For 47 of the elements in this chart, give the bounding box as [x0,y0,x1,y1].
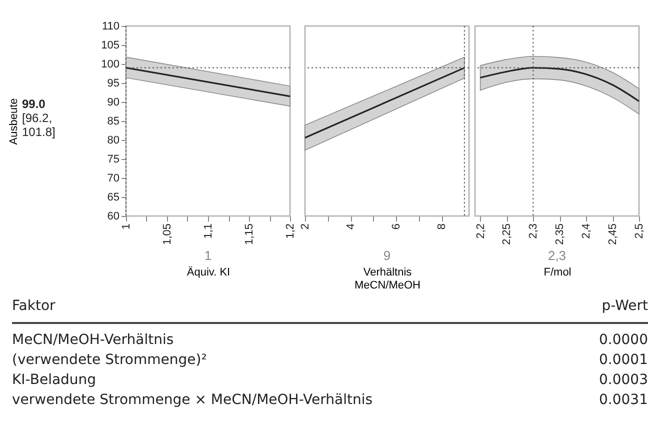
text: 2,3 [548,248,566,263]
y-tick-label: 85 [107,116,120,128]
x-tick-label: 2,25 [501,224,514,245]
text: 0.0003 [599,371,648,390]
text: 1 [204,248,212,263]
y-tick-label: 70 [107,172,120,184]
x-tick-label: 6 [390,224,403,230]
x-tick-label: 2 [300,224,312,230]
text: 9 [383,248,391,263]
text: 0.0000 [599,331,648,350]
x-tick-label: 1,1 [202,224,214,239]
y-tick-label: 95 [107,78,120,90]
x-tick-label: 1,2 [284,224,296,239]
x-axis-title: Äquiv. KI [186,266,230,278]
x-tick-label: 1 [120,224,132,230]
x-tick-label: 2,35 [554,224,566,245]
text: (verwendete Strommenge)² [12,351,207,370]
y-tick-label: 75 [107,154,120,166]
text: KI-Beladung [12,371,96,390]
y-axis-title: Ausbeute [8,98,20,145]
y-tick-label: 90 [107,96,120,108]
text: 101.8] [22,125,56,139]
text: MeCN/MeOH-Verhältnis [12,331,174,350]
x-tick-label: 4 [345,224,358,230]
y-tick-label: 60 [107,210,120,222]
x-tick-label: 2,5 [634,224,646,239]
x-tick-label: 2,3 [528,224,540,239]
x-axis-title: Verhältnis MeCN/MeOH [354,266,421,292]
text: 0.0001 [599,351,648,370]
text: p-Wert [602,297,648,316]
x-axis-title: F/mol [544,266,572,278]
y-tick-label: 110 [102,20,120,32]
x-tick-label: 8 [436,224,448,230]
x-tick-label: 1,15 [244,224,256,245]
text: verwendete Strommenge × MeCN/MeOH-Verhältnis [12,391,373,410]
x-tick-label: 2,45 [607,224,620,245]
y-tick-label: 80 [107,134,120,146]
y-tick-label: 65 [107,192,120,204]
text: 0.0031 [599,391,648,410]
text: Faktor [12,297,56,316]
y-tick-label: 100 [101,58,120,70]
x-tick-label: 2,4 [580,224,593,239]
x-tick-label: 1,05 [162,224,174,245]
y-tick-label: 105 [101,40,120,52]
text: 99.0 [22,97,46,111]
text: [96.2, [22,111,52,125]
x-tick-label: 2,2 [474,224,487,239]
